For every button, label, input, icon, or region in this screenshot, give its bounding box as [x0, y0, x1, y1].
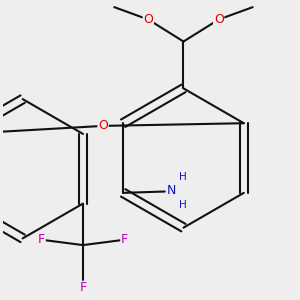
Text: O: O	[98, 119, 108, 132]
Text: O: O	[143, 13, 153, 26]
Text: N: N	[167, 184, 176, 197]
Text: F: F	[121, 233, 128, 246]
Text: O: O	[214, 13, 224, 26]
Text: F: F	[38, 233, 45, 246]
Text: H: H	[179, 200, 187, 210]
Text: F: F	[80, 281, 87, 294]
Text: H: H	[179, 172, 187, 182]
